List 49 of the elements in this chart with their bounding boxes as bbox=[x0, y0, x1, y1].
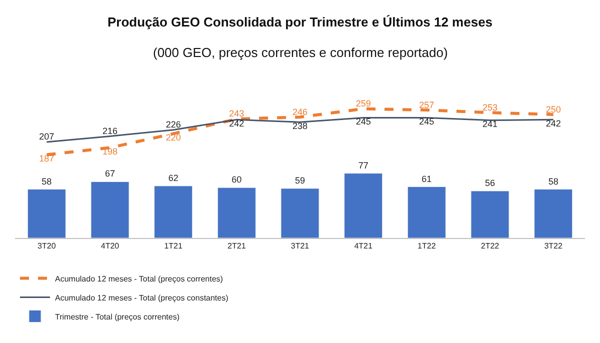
data-label: 67 bbox=[104, 168, 116, 179]
data-label: 226 bbox=[166, 120, 181, 130]
data-label: 257 bbox=[419, 100, 434, 110]
data-label: 220 bbox=[166, 132, 181, 142]
bar bbox=[217, 187, 256, 238]
bar bbox=[534, 189, 573, 238]
data-label: 242 bbox=[229, 118, 244, 128]
data-label: 246 bbox=[292, 106, 308, 117]
x-tick-label: 1T21 bbox=[164, 242, 183, 251]
x-tick-label: 3T20 bbox=[38, 242, 56, 251]
data-label: 61 bbox=[422, 174, 432, 184]
data-label: 241 bbox=[482, 119, 498, 130]
x-tick-label: 3T22 bbox=[544, 242, 563, 251]
data-label: 58 bbox=[548, 176, 558, 186]
data-label: 245 bbox=[419, 116, 434, 126]
legend-label: Acumulado 12 meses - Total (preços correntes) bbox=[55, 274, 224, 284]
data-label: 242 bbox=[546, 118, 561, 128]
data-label: 56 bbox=[484, 178, 496, 188]
data-label: 62 bbox=[168, 172, 178, 183]
bar bbox=[470, 190, 510, 238]
data-label: 243 bbox=[229, 108, 244, 119]
bar bbox=[90, 181, 130, 238]
bar bbox=[280, 188, 320, 238]
bar bbox=[344, 173, 383, 238]
x-tick-label: 2T22 bbox=[480, 242, 500, 251]
x-tick-label: 2T21 bbox=[228, 242, 246, 251]
x-tick-label: 4T20 bbox=[100, 242, 120, 251]
chart-title: Produção GEO Consolidada por Trimestre e Últimos 12 meses bbox=[107, 14, 493, 30]
data-label: 58 bbox=[42, 176, 52, 186]
x-tick-label: 3T21 bbox=[290, 242, 310, 251]
data-label: 259 bbox=[356, 98, 371, 109]
data-label: 238 bbox=[292, 120, 308, 131]
legend-label: Trimestre - Total (preços correntes) bbox=[55, 312, 180, 322]
bar bbox=[27, 189, 66, 238]
data-label: 59 bbox=[294, 175, 306, 186]
data-label: 216 bbox=[102, 126, 118, 136]
chart-subtitle: (000 GEO, preços correntes e conforme reportado) bbox=[153, 45, 448, 60]
bar bbox=[154, 186, 193, 238]
x-tick-label: 4T21 bbox=[354, 242, 373, 251]
legend-label: Acumulado 12 meses - Total (preços constantes) bbox=[55, 293, 229, 302]
data-label: 253 bbox=[482, 102, 498, 112]
x-tick-label: 1T22 bbox=[418, 242, 436, 251]
data-label: 250 bbox=[546, 104, 561, 114]
data-label: 77 bbox=[358, 160, 368, 170]
data-label: 60 bbox=[232, 174, 242, 185]
data-label: 187 bbox=[39, 153, 54, 164]
bar bbox=[407, 186, 446, 238]
data-label: 245 bbox=[356, 116, 371, 126]
data-label: 207 bbox=[39, 132, 54, 142]
